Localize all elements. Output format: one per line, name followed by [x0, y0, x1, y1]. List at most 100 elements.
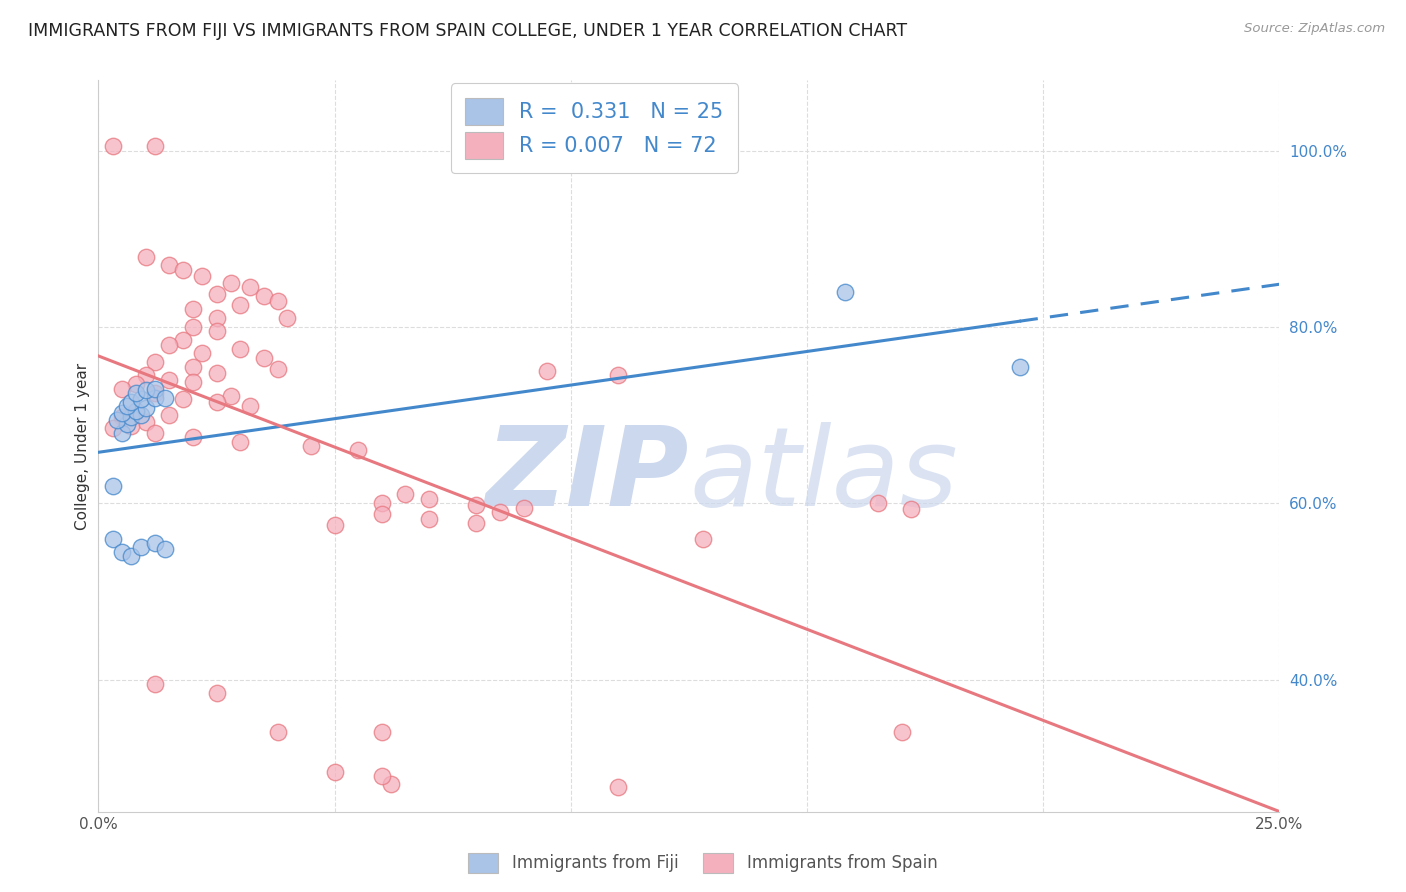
Point: [229, 342, 252, 356]
Point: [219, 276, 242, 290]
Point: [135, 384, 157, 398]
Point: [129, 392, 152, 407]
Point: [253, 351, 276, 365]
Point: [121, 549, 143, 563]
Point: [153, 542, 176, 557]
Point: [143, 386, 166, 401]
Point: [143, 382, 166, 396]
Point: [101, 478, 124, 492]
Point: [465, 498, 488, 512]
Point: [125, 386, 148, 401]
Point: [115, 400, 138, 414]
Point: [143, 355, 166, 369]
Point: [536, 364, 558, 378]
Point: [323, 765, 346, 780]
Point: [323, 518, 346, 533]
Point: [371, 496, 394, 510]
Point: [380, 776, 402, 790]
Point: [1008, 359, 1031, 374]
Text: ZIP: ZIP: [485, 422, 689, 529]
Point: [135, 368, 157, 383]
Point: [115, 417, 138, 431]
Point: [229, 298, 252, 312]
Point: [143, 139, 166, 153]
Point: [205, 286, 228, 301]
Point: [371, 725, 394, 739]
Point: [890, 725, 912, 739]
Point: [181, 320, 204, 334]
Point: [347, 443, 370, 458]
Point: [135, 415, 157, 429]
Point: [105, 412, 128, 426]
Point: [191, 268, 214, 283]
Point: [121, 418, 143, 433]
Point: [205, 686, 228, 700]
Point: [135, 401, 157, 416]
Point: [125, 403, 148, 417]
Text: atlas: atlas: [689, 422, 957, 529]
Point: [489, 505, 512, 519]
Point: [239, 280, 262, 294]
Point: [143, 425, 166, 440]
Point: [121, 409, 143, 424]
Point: [239, 400, 262, 414]
Point: [900, 501, 922, 516]
Point: [143, 391, 166, 405]
Point: [371, 507, 394, 521]
Point: [143, 677, 166, 691]
Point: [205, 366, 228, 380]
Point: [181, 359, 204, 374]
Point: [418, 512, 440, 526]
Point: [101, 139, 124, 153]
Point: [219, 389, 242, 403]
Y-axis label: College, Under 1 year: College, Under 1 year: [75, 362, 90, 530]
Legend: R =  0.331   N = 25, R = 0.007   N = 72: R = 0.331 N = 25, R = 0.007 N = 72: [451, 83, 738, 173]
Legend: Immigrants from Fiji, Immigrants from Spain: Immigrants from Fiji, Immigrants from Sp…: [461, 847, 945, 880]
Point: [101, 532, 124, 546]
Point: [205, 311, 228, 326]
Point: [607, 368, 630, 383]
Point: [157, 408, 180, 422]
Point: [157, 373, 180, 387]
Point: [157, 258, 180, 272]
Point: [267, 362, 290, 376]
Point: [121, 395, 143, 409]
Point: [205, 395, 228, 409]
Point: [111, 382, 134, 396]
Point: [143, 536, 166, 550]
Point: [111, 409, 134, 424]
Point: [866, 496, 889, 510]
Point: [191, 346, 214, 360]
Point: [135, 250, 157, 264]
Point: [394, 487, 416, 501]
Point: [181, 302, 204, 317]
Point: [692, 532, 714, 546]
Point: [253, 289, 276, 303]
Point: [371, 769, 394, 783]
Point: [299, 439, 322, 453]
Point: [181, 375, 204, 389]
Point: [418, 491, 440, 506]
Point: [267, 293, 290, 308]
Point: [129, 408, 152, 422]
Point: [111, 406, 134, 420]
Point: [125, 377, 148, 392]
Point: [512, 500, 534, 515]
Point: [181, 430, 204, 444]
Text: IMMIGRANTS FROM FIJI VS IMMIGRANTS FROM SPAIN COLLEGE, UNDER 1 YEAR CORRELATION : IMMIGRANTS FROM FIJI VS IMMIGRANTS FROM …: [28, 22, 907, 40]
Point: [111, 545, 134, 559]
Point: [465, 516, 488, 530]
Point: [172, 262, 194, 277]
Point: [276, 311, 298, 326]
Point: [125, 403, 148, 417]
Point: [111, 425, 134, 440]
Point: [129, 541, 152, 555]
Point: [834, 285, 856, 299]
Point: [607, 780, 630, 794]
Point: [267, 725, 290, 739]
Point: [157, 337, 180, 351]
Point: [153, 391, 176, 405]
Point: [172, 333, 194, 347]
Point: [172, 392, 194, 407]
Point: [101, 421, 124, 435]
